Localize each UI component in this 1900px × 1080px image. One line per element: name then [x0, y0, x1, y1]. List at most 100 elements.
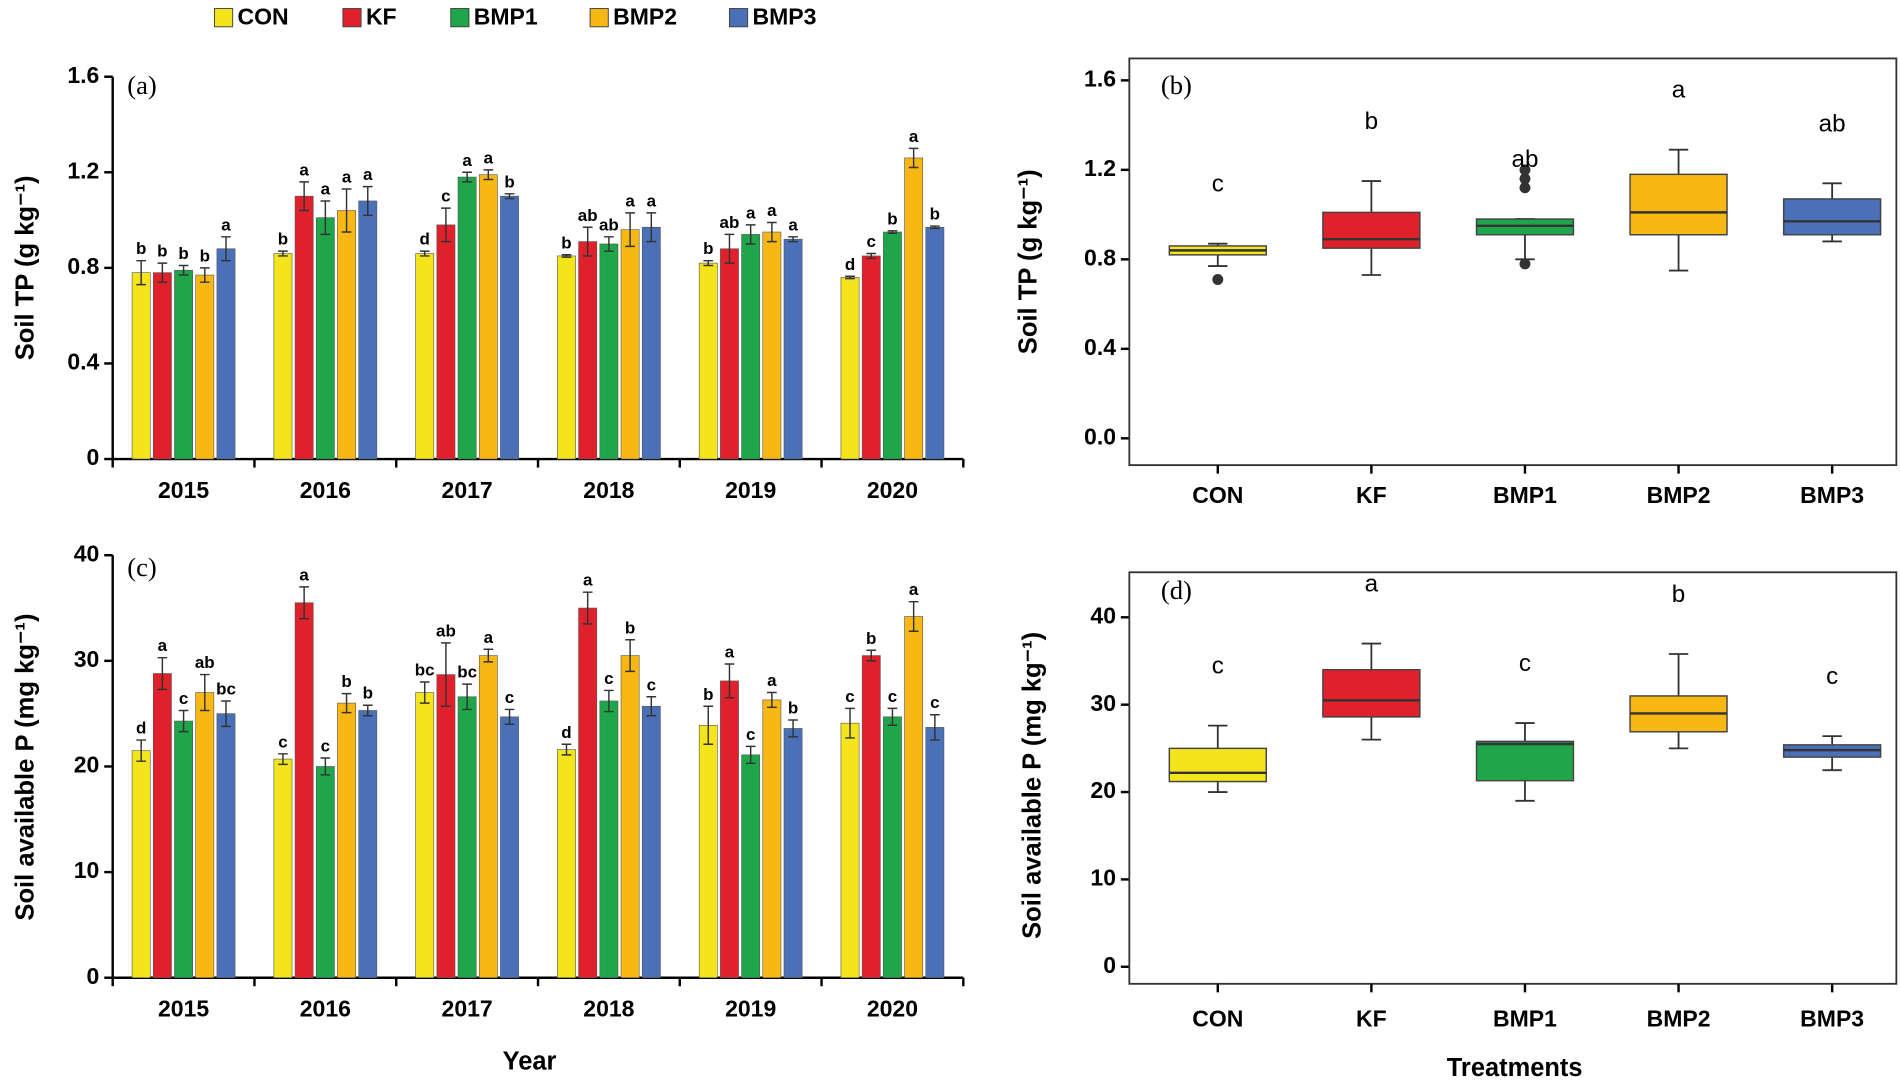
bar [478, 655, 498, 979]
significance-letter: c [1519, 650, 1531, 677]
error-bar [299, 181, 309, 212]
bar [174, 269, 193, 460]
bar [500, 195, 519, 460]
bar [904, 616, 924, 979]
plot-frame [1128, 571, 1898, 985]
x-tick-label: KF [1356, 1005, 1387, 1031]
significance-letter: d [136, 719, 146, 738]
error-bar [887, 230, 898, 234]
error-bar [767, 221, 777, 243]
x-tick-label: 2019 [725, 996, 776, 1022]
significance-letter: b [561, 233, 571, 252]
significance-letter: b [136, 239, 146, 258]
bar [294, 195, 314, 460]
error-bar [419, 250, 430, 257]
bar [861, 655, 881, 979]
x-axis-label: Year [503, 1048, 557, 1076]
bar [358, 710, 378, 979]
error-bar [462, 683, 472, 711]
significance-letter: a [583, 571, 593, 590]
significance-letter: ab [436, 621, 456, 640]
bar [698, 724, 718, 979]
bar [762, 699, 782, 979]
x-tick-label: 2020 [867, 996, 918, 1022]
bar [457, 176, 477, 460]
significance-letter: c [604, 669, 613, 688]
legend-swatch [728, 8, 749, 28]
significance-letter: b [866, 629, 876, 648]
error-bar [341, 692, 352, 714]
x-tick-label: 2017 [442, 996, 493, 1022]
whisker-caps [1668, 653, 1689, 750]
significance-letter: a [462, 151, 472, 170]
error-bar [788, 719, 798, 738]
significance-letter: a [1672, 77, 1686, 104]
x-tick-label: BMP3 [1800, 482, 1864, 508]
error-bar [788, 236, 798, 243]
outlier [1519, 173, 1531, 185]
significance-letter: c [179, 689, 188, 708]
y-tick-label: 10 [74, 857, 100, 883]
box [1322, 669, 1421, 718]
significance-letter: c [1826, 663, 1838, 690]
bar [741, 234, 761, 460]
significance-letter: d [845, 255, 855, 274]
significance-letter: a [221, 215, 231, 234]
bar [620, 655, 640, 979]
bar [883, 716, 902, 979]
outlier [1212, 274, 1224, 285]
legend-swatch [342, 8, 362, 28]
significance-letter: a [767, 671, 777, 690]
significance-letter: ab [1819, 110, 1846, 137]
y-tick-label: 0.8 [1084, 244, 1116, 270]
bar [436, 674, 456, 979]
y-tick-label: 0 [1103, 952, 1116, 978]
bar [294, 602, 314, 979]
error-bar [299, 586, 309, 620]
legend-swatch [213, 8, 234, 28]
whisker-caps [1208, 242, 1228, 267]
y-tick-label: 40 [1090, 602, 1116, 628]
error-bar [845, 275, 855, 280]
error-bar [604, 689, 614, 713]
significance-letter: c [647, 675, 656, 694]
bar [599, 700, 619, 979]
error-bar [582, 226, 593, 257]
bar [840, 277, 860, 460]
error-bar [199, 267, 210, 283]
error-bar [278, 753, 288, 766]
bar [925, 727, 945, 979]
error-bar [320, 757, 331, 776]
bar [599, 243, 619, 460]
bar [273, 758, 293, 979]
y-tick-label: 0.4 [1084, 334, 1116, 360]
error-bar [136, 259, 147, 286]
error-bar [157, 656, 168, 691]
significance-letter: a [484, 628, 494, 647]
y-tick-label: 0.4 [67, 349, 99, 375]
whisker-caps [1822, 735, 1842, 772]
outlier [1519, 164, 1531, 176]
significance-letter: c [1212, 171, 1224, 198]
error-bar [724, 663, 735, 699]
bar [840, 722, 860, 979]
y-tick-label: 30 [74, 646, 100, 672]
x-tick-label: 2015 [158, 477, 209, 503]
x-tick-label: CON [1192, 482, 1243, 508]
whisker-caps [1515, 722, 1535, 802]
significance-letter: a [909, 127, 919, 146]
panel-label: (b) [1161, 70, 1192, 100]
bar [741, 754, 761, 979]
whisker-caps [1208, 724, 1228, 793]
legend-swatch [450, 8, 470, 28]
x-tick-label: 2016 [300, 477, 351, 503]
error-bar [767, 691, 777, 709]
significance-letter: a [363, 165, 373, 184]
error-bar [341, 188, 352, 233]
y-tick-label: 1.2 [67, 157, 99, 183]
significance-letter: b [625, 618, 635, 637]
significance-letter: c [930, 693, 939, 712]
bar [436, 224, 456, 460]
error-bar [504, 193, 515, 200]
bar [337, 702, 356, 979]
